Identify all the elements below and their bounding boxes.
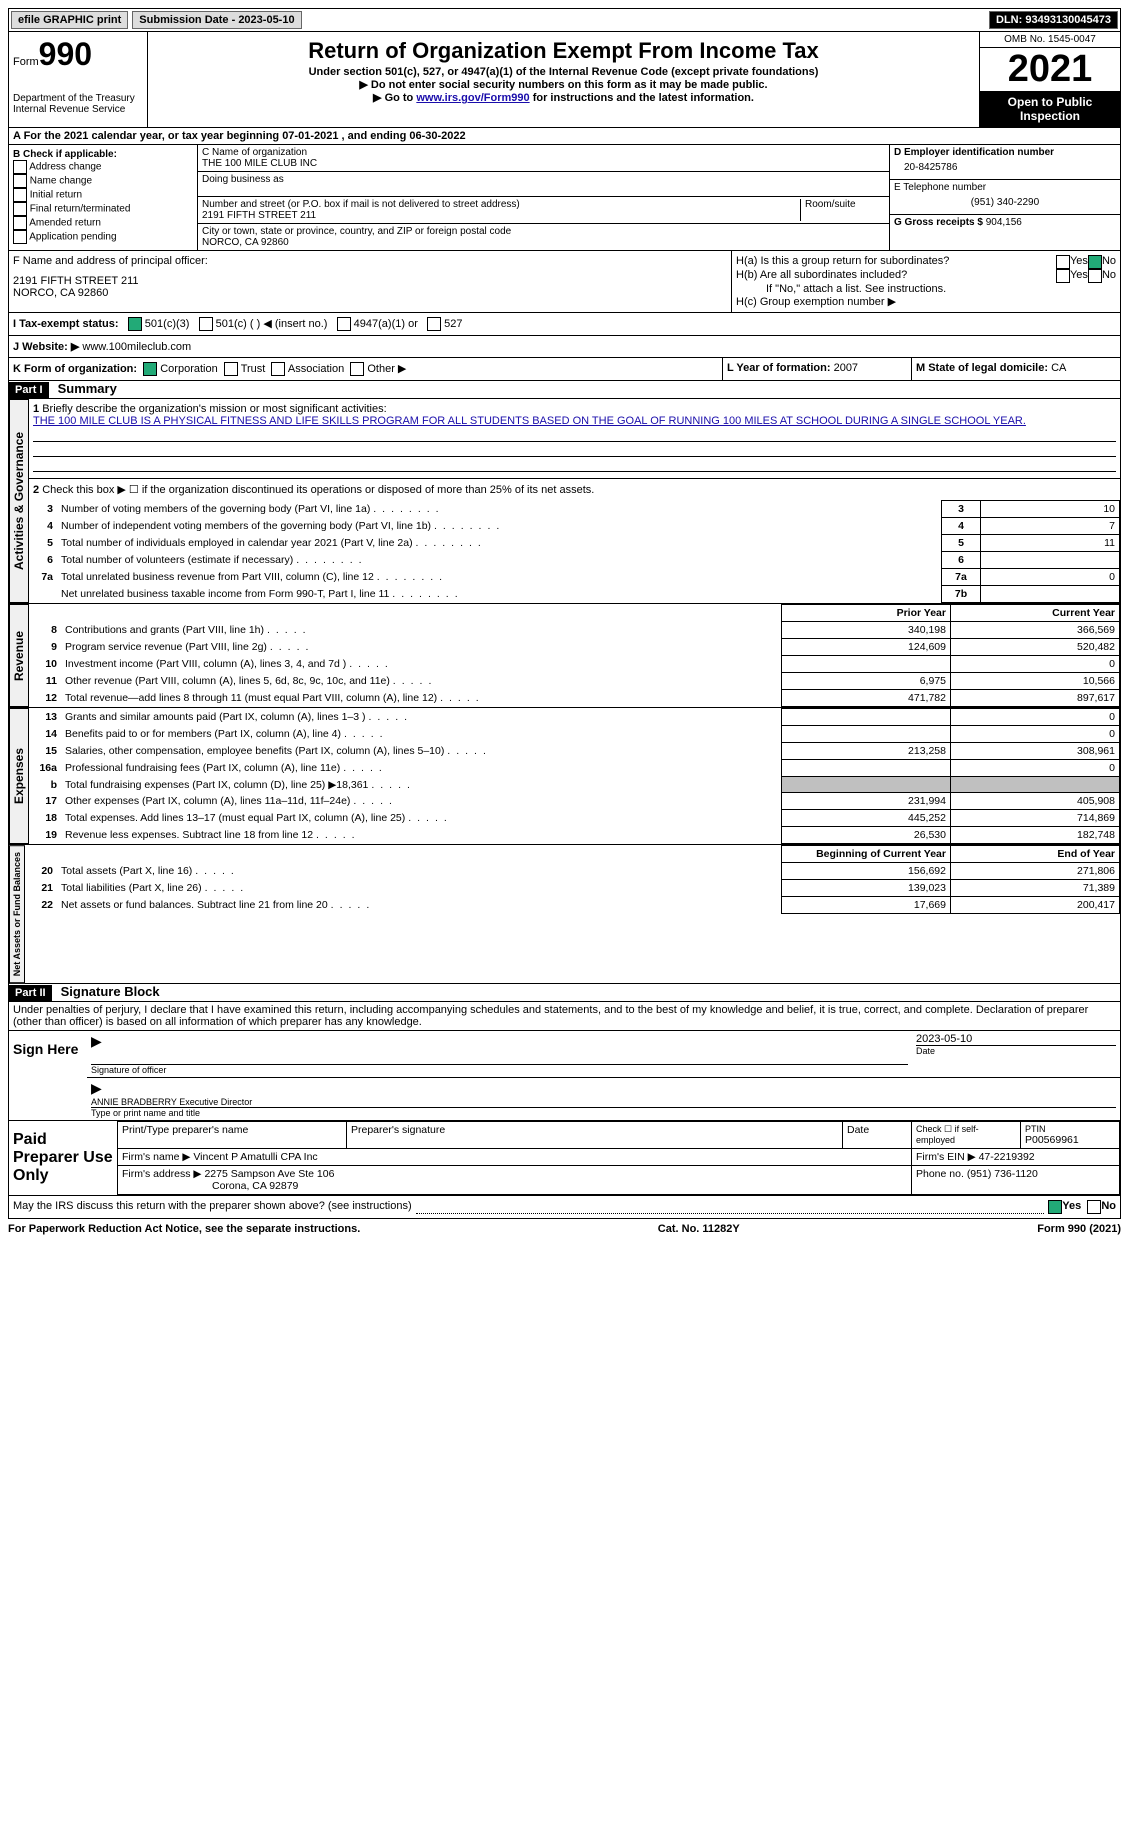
line-i: I Tax-exempt status: 501(c)(3) 501(c) ( … xyxy=(8,313,1121,336)
paid-preparer-block: Paid Preparer Use Only Print/Type prepar… xyxy=(8,1121,1121,1196)
tax-year: 2021 xyxy=(980,48,1120,91)
firm-addr2: Corona, CA 92879 xyxy=(122,1180,298,1192)
b-checkbox-item: Address change xyxy=(13,160,193,174)
section-bcdeg: B Check if applicable: Address change Na… xyxy=(8,145,1121,251)
discuss-yes-cb[interactable] xyxy=(1048,1200,1062,1214)
summary-net: Net Assets or Fund Balances Beginning of… xyxy=(8,845,1121,984)
b-checkbox-item: Final return/terminated xyxy=(13,202,193,216)
org-city: NORCO, CA 92860 xyxy=(202,237,885,248)
ha-yes-cb[interactable] xyxy=(1056,255,1070,269)
footer: For Paperwork Reduction Act Notice, see … xyxy=(8,1219,1121,1239)
part1-header: Part I Summary xyxy=(8,381,1121,399)
phone: (951) 340-2290 xyxy=(894,193,1116,212)
discuss-no-cb[interactable] xyxy=(1087,1200,1101,1214)
top-bar: efile GRAPHIC print Submission Date - 20… xyxy=(8,8,1121,32)
summary-rev: Revenue Prior YearCurrent Year8Contribut… xyxy=(8,604,1121,708)
ein: 20-8425786 xyxy=(894,158,1116,177)
b-checkbox-item: Application pending xyxy=(13,230,193,244)
summary-ag: Activities & Governance 1 Briefly descri… xyxy=(8,399,1121,604)
header-sub1: Under section 501(c), 527, or 4947(a)(1)… xyxy=(152,66,975,78)
summary-exp: Expenses 13Grants and similar amounts pa… xyxy=(8,708,1121,845)
line-klm: K Form of organization: Corporation Trus… xyxy=(8,358,1121,381)
firm-name: Vincent P Amatulli CPA Inc xyxy=(193,1151,317,1163)
firm-phone: (951) 736-1120 xyxy=(967,1168,1038,1180)
ptin: P00569961 xyxy=(1025,1134,1115,1146)
part2-header: Part II Signature Block xyxy=(8,984,1121,1002)
hb-yes-cb[interactable] xyxy=(1056,269,1070,283)
efile-btn[interactable]: efile GRAPHIC print xyxy=(11,11,128,29)
line-j: J Website: ▶ www.100mileclub.com xyxy=(8,336,1121,358)
officer-addr1: 2191 FIFTH STREET 211 xyxy=(13,275,727,287)
header-sub2: ▶ Do not enter social security numbers o… xyxy=(152,78,975,91)
penalties-text: Under penalties of perjury, I declare th… xyxy=(8,1002,1121,1031)
b-checkbox-item: Name change xyxy=(13,174,193,188)
org-street: 2191 FIFTH STREET 211 xyxy=(202,210,800,221)
form-header: Form990 Department of the Treasury Inter… xyxy=(8,32,1121,128)
omb-number: OMB No. 1545-0047 xyxy=(980,32,1120,48)
form-number: 990 xyxy=(39,36,92,72)
hb-no-cb[interactable] xyxy=(1088,269,1102,283)
form-label: Form xyxy=(13,56,39,68)
line-a: A For the 2021 calendar year, or tax yea… xyxy=(8,128,1121,145)
state-domicile: CA xyxy=(1051,362,1066,374)
dept-label: Department of the Treasury Internal Reve… xyxy=(13,93,143,115)
vtab-exp: Expenses xyxy=(9,708,29,844)
b-title: B Check if applicable: xyxy=(13,149,193,160)
open-inspection: Open to Public Inspection xyxy=(980,91,1120,127)
irs-link[interactable]: www.irs.gov/Form990 xyxy=(416,92,529,104)
b-checkbox-item: Initial return xyxy=(13,188,193,202)
submission-btn[interactable]: Submission Date - 2023-05-10 xyxy=(132,11,301,29)
mission-text: THE 100 MILE CLUB IS A PHYSICAL FITNESS … xyxy=(33,415,1026,427)
org-name: THE 100 MILE CLUB INC xyxy=(202,158,885,169)
year-formation: 2007 xyxy=(834,362,858,374)
firm-ein: 47-2219392 xyxy=(979,1151,1035,1163)
ha-no-cb[interactable] xyxy=(1088,255,1102,269)
sign-here-block: Sign Here ▶Signature of officer 2023-05-… xyxy=(8,1031,1121,1121)
section-fh: F Name and address of principal officer:… xyxy=(8,251,1121,313)
vtab-ag: Activities & Governance xyxy=(9,399,29,603)
website: www.100mileclub.com xyxy=(82,341,191,353)
sign-date: 2023-05-10 xyxy=(916,1033,1116,1045)
officer-name: ANNIE BRADBERRY Executive Director xyxy=(91,1097,1116,1107)
discuss-row: May the IRS discuss this return with the… xyxy=(8,1196,1121,1219)
b-checkbox-item: Amended return xyxy=(13,216,193,230)
officer-addr2: NORCO, CA 92860 xyxy=(13,287,727,299)
vtab-net: Net Assets or Fund Balances xyxy=(9,845,25,983)
dln-label: DLN: 93493130045473 xyxy=(989,11,1118,29)
gross-receipts: 904,156 xyxy=(986,217,1022,228)
form-title: Return of Organization Exempt From Incom… xyxy=(152,38,975,64)
vtab-rev: Revenue xyxy=(9,604,29,707)
firm-addr1: 2275 Sampson Ave Ste 106 xyxy=(204,1168,334,1180)
